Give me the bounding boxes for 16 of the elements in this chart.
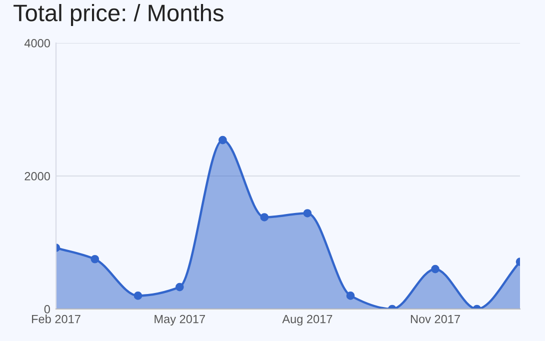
y-tick-label: 0 bbox=[44, 305, 50, 314]
x-tick-label: May 2017 bbox=[154, 314, 205, 326]
point bbox=[431, 264, 440, 274]
x-tick-label: Nov 2017 bbox=[410, 314, 460, 324]
point bbox=[134, 292, 142, 300]
point bbox=[90, 254, 100, 264]
x-tick-label: Feb 2017 bbox=[32, 314, 80, 324]
x-tick-label: Aug 2017 bbox=[282, 314, 332, 326]
y-tick-label: 4000 bbox=[24, 39, 50, 48]
point bbox=[303, 209, 312, 218]
point bbox=[218, 136, 227, 144]
point bbox=[175, 282, 184, 292]
point bbox=[260, 213, 269, 222]
point bbox=[346, 292, 355, 300]
y-tick-label: 2000 bbox=[24, 172, 50, 180]
chart-title: Total price: / Months bbox=[14, 4, 224, 26]
